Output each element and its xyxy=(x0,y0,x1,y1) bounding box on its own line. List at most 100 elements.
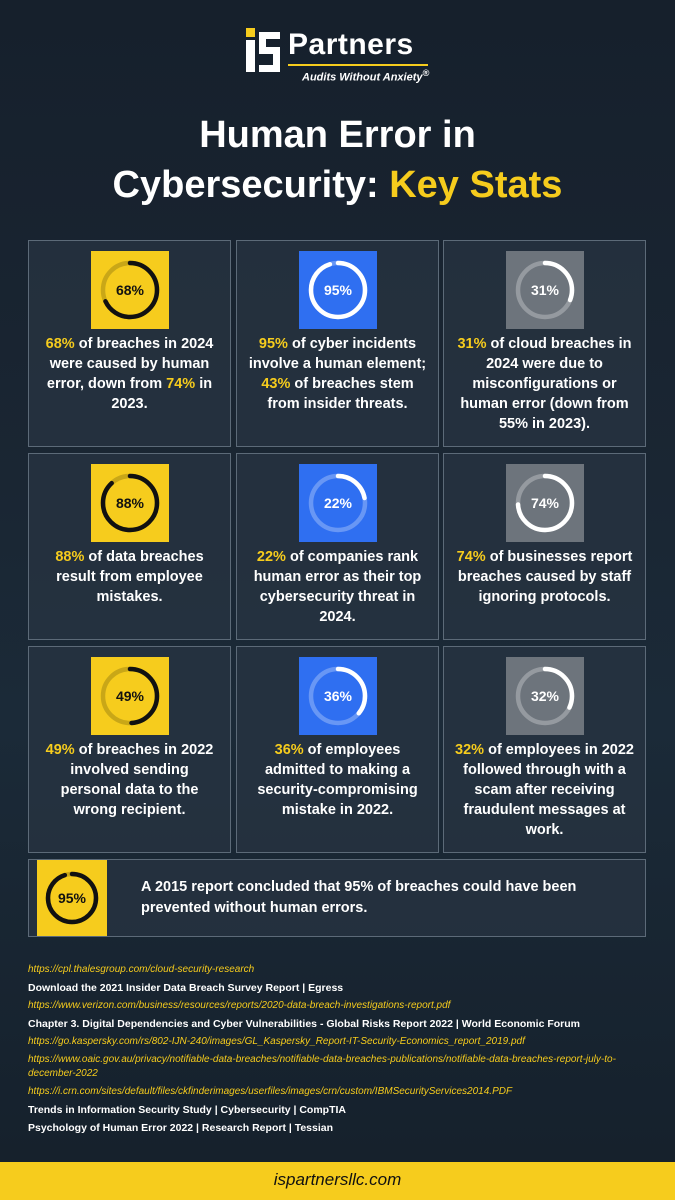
progress-ring-icon xyxy=(308,666,368,726)
progress-ring-icon xyxy=(515,666,575,726)
stat-card: 22% 22% of companies rank human error as … xyxy=(236,453,439,640)
progress-ring-icon xyxy=(308,473,368,533)
stat-highlight: 88% xyxy=(55,549,85,565)
stat-description: 32% of employees in 2022 followed throug… xyxy=(454,740,635,840)
stat-card: 95% 95% of cyber incidents involve a huma… xyxy=(236,240,439,447)
stat-card: 32% 32% of employees in 2022 followed thr… xyxy=(443,646,646,853)
stat-badge-percent: 49% xyxy=(115,688,145,704)
stat-description: 36% of employees admitted to making a se… xyxy=(247,740,428,820)
stat-text: of cyber incidents involve a human eleme… xyxy=(248,336,427,372)
stat-highlight: 95% xyxy=(258,336,288,352)
stat-badge-percent: 88% xyxy=(115,495,145,511)
stat-badge: 49% xyxy=(91,657,169,735)
footer-bar: ispartnersllc.com xyxy=(0,1162,675,1200)
stat-text: in 2023. xyxy=(111,376,213,412)
source-title: Psychology of Human Error 2022 | Researc… xyxy=(28,1122,334,1134)
stat-badge: 95% xyxy=(299,251,377,329)
stat-text: of data breaches result from employee mi… xyxy=(56,549,204,605)
stat-description: 22% of companies rank human error as the… xyxy=(247,547,428,627)
stat-text: of companies rank human error as their t… xyxy=(253,549,422,625)
stat-description: 88% of data breaches result from employe… xyxy=(39,547,220,607)
summary-badge-percent: 95% xyxy=(57,890,87,906)
stat-highlight: 31% xyxy=(457,336,487,352)
stat-badge-percent: 32% xyxy=(530,688,560,704)
progress-ring-arc xyxy=(100,473,160,533)
stat-card: 88% 88% of data breaches result from empl… xyxy=(28,453,231,640)
progress-ring-icon xyxy=(515,260,575,320)
source-link[interactable]: https://www.oaic.gov.au/privacy/notifiab… xyxy=(28,1054,616,1079)
source-link[interactable]: https://i.crn.com/sites/default/files/ck… xyxy=(28,1086,513,1097)
stat-text: of breaches stem from insider threats. xyxy=(267,376,414,412)
stat-badge-percent: 36% xyxy=(323,688,353,704)
stat-badge: 31% xyxy=(506,251,584,329)
brand-divider xyxy=(288,64,428,66)
stat-card: 74% 74% of businesses report breaches cau… xyxy=(443,453,646,640)
stat-description: 31% of cloud breaches in 2024 were due t… xyxy=(454,334,635,434)
footer-url[interactable]: ispartnersllc.com xyxy=(273,1170,402,1189)
progress-ring-arc xyxy=(515,260,575,320)
page-title: Human Error in Cybersecurity: Key Stats xyxy=(112,114,563,206)
source-title: Download the 2021 Insider Data Breach Su… xyxy=(28,982,344,994)
stat-text: of breaches in 2024 were caused by human… xyxy=(46,336,214,392)
stat-badge-percent: 74% xyxy=(530,495,560,511)
progress-ring-arc xyxy=(100,666,160,726)
stat-highlight: 36% xyxy=(274,742,304,758)
stat-badge-percent: 31% xyxy=(530,282,560,298)
stat-highlight: 32% xyxy=(455,742,485,758)
brand-logo: Partners Audits Without Anxiety® xyxy=(244,26,444,84)
stat-text: of employees in 2022 followed through wi… xyxy=(463,742,634,838)
stat-badge: 22% xyxy=(299,464,377,542)
progress-ring-arc xyxy=(515,473,575,533)
progress-ring-arc xyxy=(45,871,99,925)
stat-text: of breaches in 2022 involved sending per… xyxy=(60,742,214,818)
stat-badge: 88% xyxy=(91,464,169,542)
progress-ring-arc xyxy=(515,666,575,726)
stat-highlight: 68% xyxy=(45,336,75,352)
stat-badge-percent: 95% xyxy=(323,282,353,298)
stat-text: of businesses report breaches caused by … xyxy=(457,549,633,605)
stat-text: of cloud breaches in 2024 were due to mi… xyxy=(460,336,632,432)
summary-text: A 2015 report concluded that 95% of brea… xyxy=(141,879,577,916)
brand-tagline: Audits Without Anxiety® xyxy=(302,68,430,84)
stat-highlight: 49% xyxy=(45,742,75,758)
progress-ring-icon xyxy=(45,871,99,925)
stat-highlight: 74% xyxy=(456,549,486,565)
stat-description: 74% of businesses report breaches caused… xyxy=(454,547,635,607)
progress-ring-icon xyxy=(515,473,575,533)
brand-name: Partners xyxy=(288,28,414,61)
stat-card: 36% 36% of employees admitted to making a… xyxy=(236,646,439,853)
progress-ring-icon xyxy=(308,260,368,320)
progress-ring-arc xyxy=(308,473,368,533)
progress-ring-arc xyxy=(100,260,160,320)
progress-ring-icon xyxy=(100,260,160,320)
summary-card: 95% A 2015 report concluded that 95% of … xyxy=(28,859,646,937)
progress-ring-arc xyxy=(308,666,368,726)
sources-list: https://cpl.thalesgroup.com/cloud-securi… xyxy=(28,963,648,1139)
stat-text: of employees admitted to making a securi… xyxy=(257,742,418,818)
source-link[interactable]: https://cpl.thalesgroup.com/cloud-securi… xyxy=(28,964,255,975)
stat-badge: 74% xyxy=(506,464,584,542)
stat-card: 68% 68% of breaches in 2024 were caused b… xyxy=(28,240,231,447)
stat-highlight: 74% xyxy=(166,376,196,392)
stat-description: 49% of breaches in 2022 involved sending… xyxy=(39,740,220,820)
source-link[interactable]: https://www.verizon.com/business/resourc… xyxy=(28,1000,451,1011)
is-logo-mark-icon xyxy=(246,28,280,72)
stat-badge-percent: 22% xyxy=(323,495,353,511)
summary-badge: 95% xyxy=(37,860,107,936)
progress-ring-icon xyxy=(100,473,160,533)
stat-badge: 36% xyxy=(299,657,377,735)
stat-badge-percent: 68% xyxy=(115,282,145,298)
progress-ring-arc xyxy=(308,260,368,320)
stat-description: 68% of breaches in 2024 were caused by h… xyxy=(39,334,220,414)
source-title: Trends in Information Security Study | C… xyxy=(28,1104,347,1116)
stat-badge: 32% xyxy=(506,657,584,735)
stat-highlight: 43% xyxy=(261,376,291,392)
stat-description: 95% of cyber incidents involve a human e… xyxy=(247,334,428,414)
source-title: Chapter 3. Digital Dependencies and Cybe… xyxy=(28,1018,580,1030)
stat-card: 49% 49% of breaches in 2022 involved send… xyxy=(28,646,231,853)
stat-highlight: 22% xyxy=(256,549,286,565)
progress-ring-icon xyxy=(100,666,160,726)
stat-card: 31% 31% of cloud breaches in 2024 were du… xyxy=(443,240,646,447)
source-link[interactable]: https://go.kaspersky.com/rs/802-IJN-240/… xyxy=(28,1036,525,1047)
stat-badge: 68% xyxy=(91,251,169,329)
